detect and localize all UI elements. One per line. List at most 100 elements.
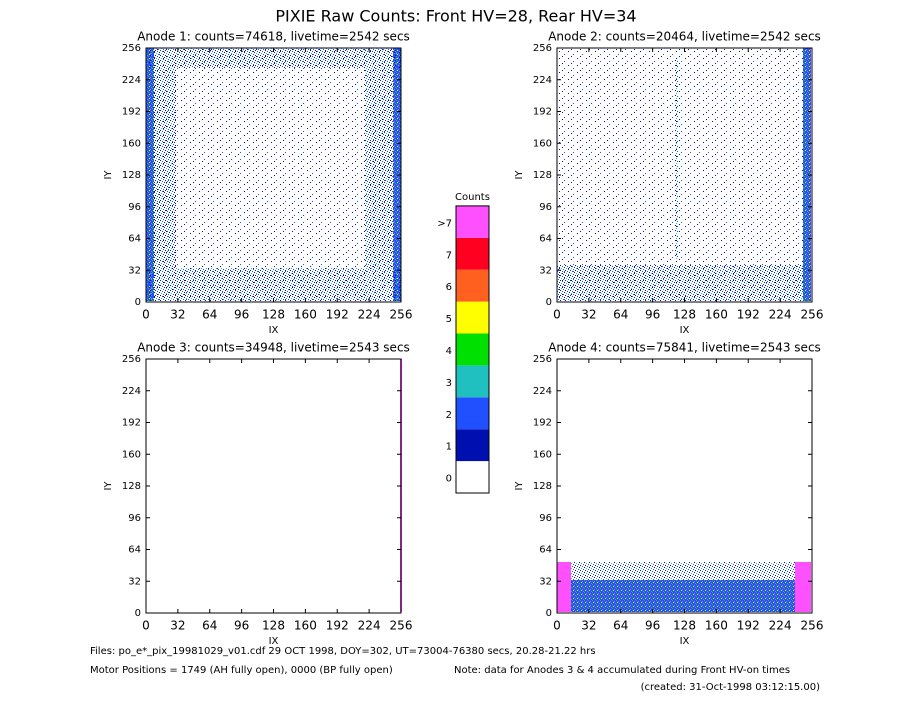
y-tick-label: 64	[539, 545, 552, 556]
colorbar-title: Counts	[455, 192, 490, 203]
x-tick-label: 128	[262, 308, 285, 322]
y-tick-label: 160	[533, 138, 552, 149]
colorbar-label: >7	[437, 218, 452, 229]
y-tick-label: 64	[128, 234, 141, 245]
y-tick-label: 32	[128, 576, 141, 587]
x-tick-label: 32	[581, 619, 596, 633]
y-tick-label: 32	[128, 265, 141, 276]
colorbar-label: 7	[446, 250, 452, 261]
x-tick-label: 32	[170, 619, 185, 633]
colorbar-label: 1	[446, 442, 452, 453]
panel-title: Anode 1: counts=74618, livetime=2542 sec…	[137, 30, 410, 44]
colorbar-label: 2	[446, 410, 452, 421]
x-tick-label: 256	[390, 619, 413, 633]
x-tick-label: 256	[801, 308, 824, 322]
colorbar-swatch	[456, 333, 489, 366]
colorbar-swatch	[456, 365, 489, 398]
y-tick-label: 160	[122, 138, 141, 149]
x-tick-label: 96	[645, 308, 660, 322]
x-tick-label: 160	[294, 308, 317, 322]
x-tick-label: 96	[234, 308, 249, 322]
y-tick-label: 224	[533, 386, 552, 397]
y-tick-label: 32	[539, 576, 552, 587]
x-axis-label: IX	[269, 325, 279, 336]
y-tick-label: 256	[122, 354, 141, 365]
x-axis-label: IX	[680, 325, 690, 336]
colorbar-frame	[455, 205, 490, 494]
y-tick-label: 192	[533, 418, 552, 429]
colorbar-label: 4	[446, 346, 452, 357]
colorbar-label: 6	[446, 282, 452, 293]
x-tick-label: 224	[358, 308, 381, 322]
y-axis-label: IY	[103, 170, 114, 180]
colorbar-swatch	[456, 237, 489, 270]
y-tick-label: 64	[539, 234, 552, 245]
y-tick-label: 224	[533, 75, 552, 86]
y-tick-label: 160	[533, 449, 552, 460]
x-tick-label: 256	[801, 619, 824, 633]
x-tick-label: 128	[262, 619, 285, 633]
x-tick-label: 128	[673, 308, 696, 322]
y-tick-label: 128	[533, 170, 552, 181]
y-axis-label: IY	[514, 170, 525, 180]
colorbar-label: 5	[446, 314, 452, 325]
y-tick-label: 160	[122, 449, 141, 460]
y-tick-label: 96	[539, 202, 552, 213]
x-tick-label: 32	[581, 308, 596, 322]
page-title: PIXIE Raw Counts: Front HV=28, Rear HV=3…	[275, 7, 636, 26]
x-tick-label: 0	[142, 619, 150, 633]
y-tick-label: 96	[128, 202, 141, 213]
plot-frame	[145, 358, 402, 614]
x-tick-label: 224	[769, 308, 792, 322]
colorbar-label: 3	[446, 378, 452, 389]
x-tick-label: 0	[142, 308, 150, 322]
x-tick-label: 32	[170, 308, 185, 322]
y-tick-label: 256	[533, 43, 552, 54]
x-tick-label: 64	[202, 308, 217, 322]
y-axis-label: IY	[514, 481, 525, 491]
y-tick-label: 128	[533, 481, 552, 492]
x-tick-label: 0	[553, 308, 561, 322]
x-tick-label: 192	[737, 619, 760, 633]
x-tick-label: 192	[737, 308, 760, 322]
y-tick-label: 192	[122, 107, 141, 118]
y-tick-label: 256	[122, 43, 141, 54]
colorbar-swatch	[456, 429, 489, 462]
x-tick-label: 192	[326, 308, 349, 322]
y-tick-label: 128	[122, 170, 141, 181]
y-tick-label: 32	[539, 265, 552, 276]
x-tick-label: 160	[294, 619, 317, 633]
y-tick-label: 192	[122, 418, 141, 429]
x-tick-label: 192	[326, 619, 349, 633]
x-tick-label: 160	[705, 308, 728, 322]
colorbar-swatch	[456, 397, 489, 430]
x-axis-label: IX	[269, 636, 279, 647]
panel-title: Anode 4: counts=75841, livetime=2543 sec…	[548, 341, 821, 355]
y-tick-label: 0	[135, 297, 141, 308]
colorbar-label: 0	[446, 474, 452, 485]
y-tick-label: 224	[122, 386, 141, 397]
colorbar-swatch	[456, 205, 489, 238]
x-tick-label: 64	[202, 619, 217, 633]
x-tick-label: 128	[673, 619, 696, 633]
colorbar-swatch	[456, 461, 489, 493]
x-tick-label: 224	[769, 619, 792, 633]
colorbar-swatch	[456, 301, 489, 334]
y-tick-label: 224	[122, 75, 141, 86]
x-tick-label: 256	[390, 308, 413, 322]
y-axis-label: IY	[103, 481, 114, 491]
x-tick-label: 224	[358, 619, 381, 633]
y-tick-label: 96	[128, 513, 141, 524]
y-tick-label: 192	[533, 107, 552, 118]
footer-note: Note: data for Anodes 3 & 4 accumulated …	[454, 665, 790, 676]
footer-files: Files: po_e*_pix_19981029_v01.cdf 29 OCT…	[90, 646, 596, 657]
x-tick-label: 96	[645, 619, 660, 633]
panel-texture	[146, 48, 811, 612]
y-tick-label: 256	[533, 354, 552, 365]
x-tick-label: 160	[705, 619, 728, 633]
panel-title: Anode 2: counts=20464, livetime=2542 sec…	[548, 30, 821, 44]
y-tick-label: 128	[122, 481, 141, 492]
y-tick-label: 0	[546, 297, 552, 308]
footer-motor: Motor Positions = 1749 (AH fully open), …	[90, 665, 393, 676]
